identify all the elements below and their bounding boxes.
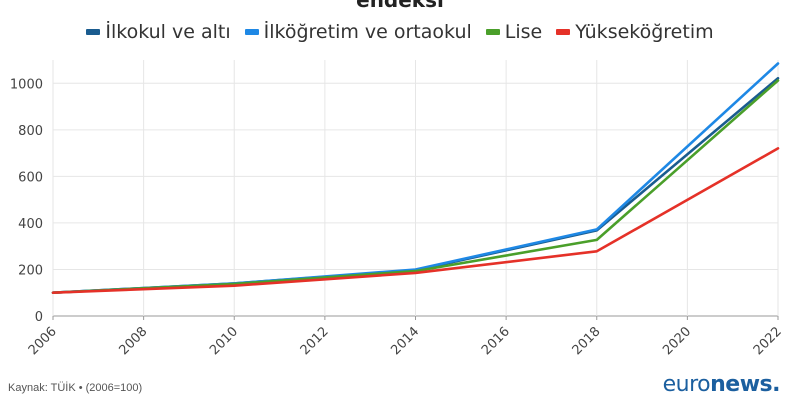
chart-title: endeksi (356, 0, 444, 12)
legend-swatch (485, 29, 500, 35)
series-line-3 (51, 147, 780, 295)
source-note: Kaynak: TÜİK • (2006=100) (8, 382, 143, 394)
y-tick-label: 600 (18, 170, 43, 185)
y-tick-label: 1000 (10, 77, 43, 92)
x-tick-label: 2010 (207, 324, 241, 358)
x-tick-label: 2016 (479, 324, 513, 358)
chart-legend: İlkokul ve altı İlköğretim ve ortaokul L… (0, 21, 800, 43)
y-tick-label: 0 (35, 310, 43, 325)
euronews-logo[interactable]: euronews. (662, 372, 781, 397)
x-tick-label: 2020 (660, 324, 694, 358)
legend-label: İlköğretim ve ortaokul (263, 21, 472, 43)
legend-label: Yükseköğretim (575, 21, 714, 43)
legend-swatch (244, 29, 259, 35)
brand-regular: euro (662, 372, 711, 397)
y-tick-label: 800 (18, 124, 43, 139)
legend-swatch (86, 29, 101, 35)
legend-item-yuksekogretim[interactable]: Yükseköğretim (556, 21, 714, 43)
y-tick-label: 400 (18, 217, 43, 232)
x-tick-label: 2008 (116, 324, 150, 358)
legend-item-lise[interactable]: Lise (485, 21, 543, 43)
x-tick-label: 2012 (298, 324, 332, 358)
y-tick-label: 200 (18, 263, 43, 278)
legend-label: Lise (504, 21, 543, 43)
x-tick-label: 2006 (26, 324, 60, 358)
brand-bold: news. (710, 372, 780, 397)
x-tick-label: 2018 (570, 324, 604, 358)
x-tick-label: 2022 (751, 324, 785, 358)
legend-item-ilkogretim[interactable]: İlköğretim ve ortaokul (244, 21, 472, 43)
x-tick-label: 2014 (388, 324, 422, 358)
legend-swatch (556, 29, 571, 35)
legend-label: İlkokul ve altı (105, 21, 231, 43)
legend-item-ilkokul[interactable]: İlkokul ve altı (86, 21, 231, 43)
